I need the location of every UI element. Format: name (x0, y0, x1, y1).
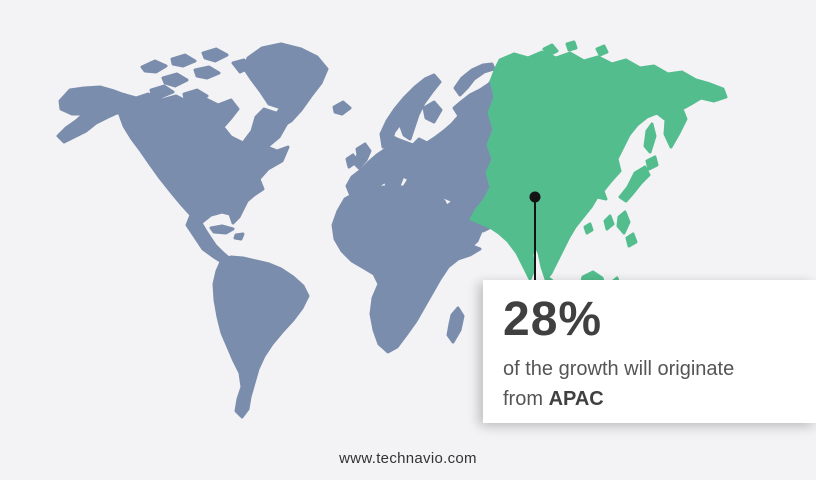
north-america (56, 42, 329, 266)
greenland (242, 42, 329, 129)
marker-dot (529, 191, 541, 203)
stat-description: of the growth will originate from APAC (503, 354, 806, 414)
south-america (212, 255, 310, 419)
caribbean-islands (209, 224, 245, 241)
scandinavia (379, 73, 443, 149)
madagascar (446, 306, 465, 344)
stat-line2-prefix: from (503, 387, 549, 410)
africa (331, 185, 482, 354)
novaya-zemlya (453, 62, 496, 97)
stat-callout-card: 28% of the growth will originate from AP… (483, 280, 816, 423)
arctic-islands (140, 47, 253, 103)
middle-east (441, 197, 484, 252)
stat-line1: of the growth will originate (503, 357, 735, 380)
stat-region: APAC (548, 387, 604, 410)
british-isles (345, 142, 372, 170)
apac-region (469, 40, 728, 319)
stat-value: 28% (503, 293, 603, 346)
iceland (332, 100, 352, 116)
footer-url: www.technavio.com (339, 450, 477, 467)
